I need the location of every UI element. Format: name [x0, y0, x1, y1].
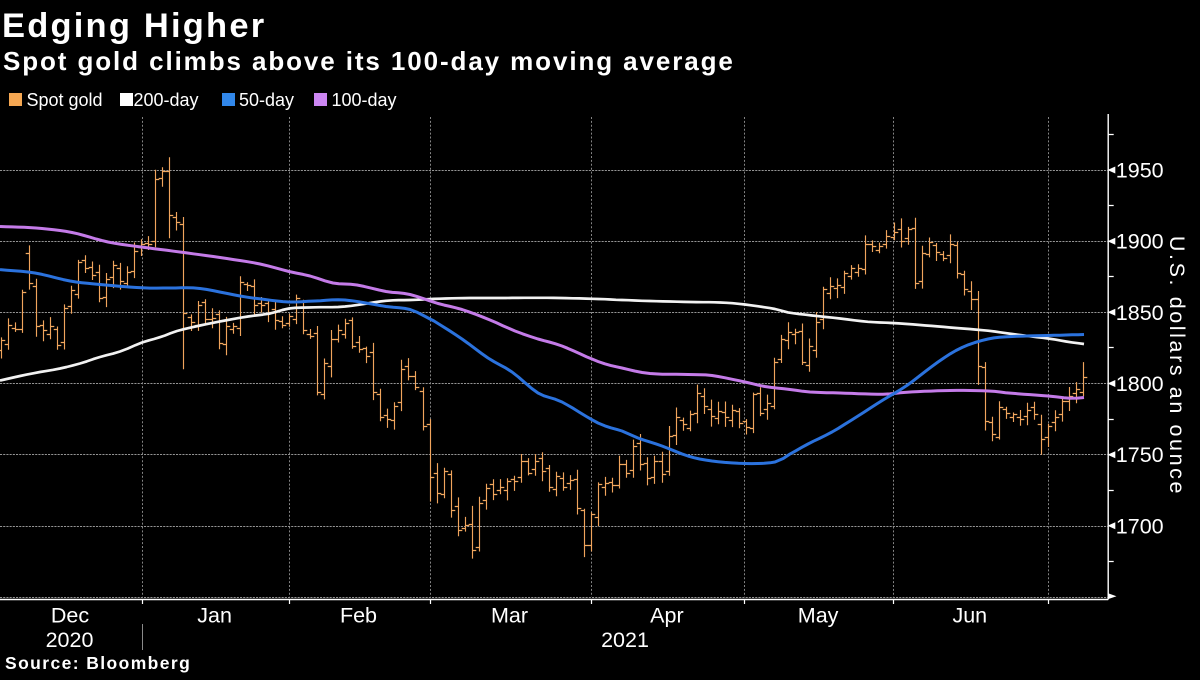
svg-text:Mar: Mar	[491, 603, 528, 627]
svg-text:2020: 2020	[46, 628, 94, 652]
svg-text:Apr: Apr	[650, 603, 683, 627]
svg-text:1800: 1800	[1116, 372, 1164, 396]
svg-text:1950: 1950	[1116, 159, 1164, 183]
svg-text:Jan: Jan	[197, 603, 232, 627]
svg-text:May: May	[798, 603, 839, 627]
svg-text:1900: 1900	[1116, 230, 1164, 254]
svg-text:1750: 1750	[1116, 443, 1164, 467]
svg-text:2021: 2021	[601, 628, 649, 652]
svg-text:Dec: Dec	[51, 603, 89, 627]
svg-text:1850: 1850	[1116, 301, 1164, 325]
svg-text:Jun: Jun	[952, 603, 987, 627]
svg-text:U.S. dollars an ounce: U.S. dollars an ounce	[1165, 236, 1189, 496]
svg-text:Feb: Feb	[340, 603, 377, 627]
svg-text:1700: 1700	[1116, 514, 1164, 538]
